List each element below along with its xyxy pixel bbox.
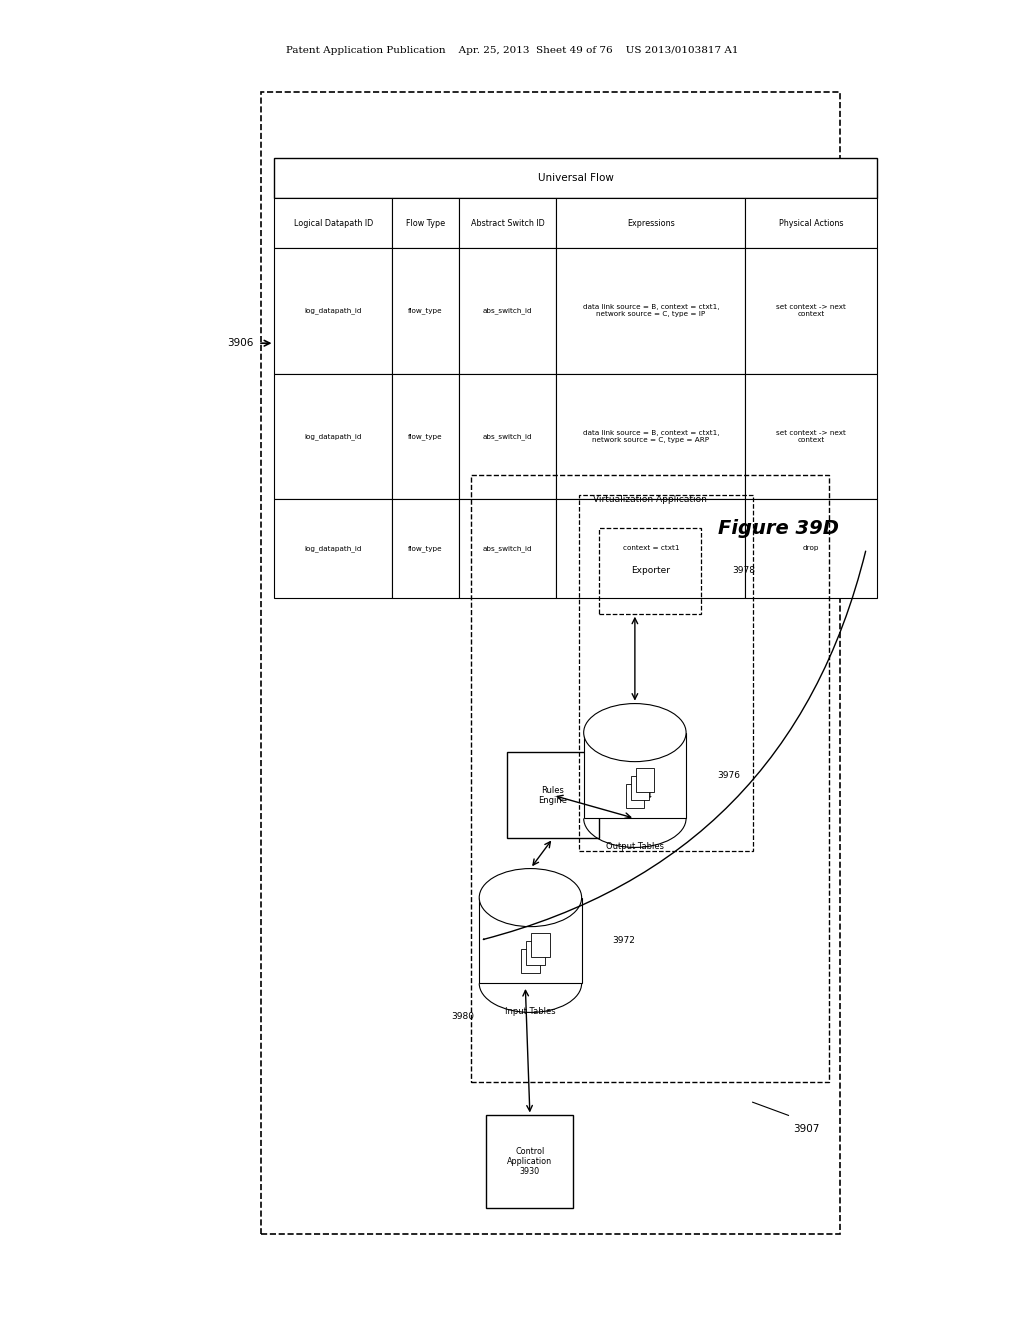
Polygon shape (274, 198, 392, 248)
Polygon shape (556, 499, 745, 598)
Text: 3972: 3972 (612, 936, 635, 945)
Text: abs_switch_id: abs_switch_id (482, 308, 532, 314)
Polygon shape (526, 941, 545, 965)
Polygon shape (459, 499, 556, 598)
Polygon shape (745, 499, 877, 598)
Text: Figure 39D: Figure 39D (718, 519, 839, 537)
Text: Patent Application Publication    Apr. 25, 2013  Sheet 49 of 76    US 2013/01038: Patent Application Publication Apr. 25, … (286, 46, 738, 55)
Text: Universal Flow: Universal Flow (538, 173, 613, 183)
Polygon shape (556, 248, 745, 374)
Text: data link source = B, context = ctxt1,
network source = C, type = ARP: data link source = B, context = ctxt1, n… (583, 430, 719, 442)
Polygon shape (745, 198, 877, 248)
Polygon shape (556, 198, 745, 248)
Ellipse shape (479, 869, 582, 927)
Text: log_datapath_id: log_datapath_id (304, 308, 362, 314)
Text: flow_type: flow_type (409, 545, 442, 552)
Text: flow_type: flow_type (409, 433, 442, 440)
Polygon shape (274, 374, 392, 499)
Text: Virtualization Application: Virtualization Application (593, 495, 708, 504)
Polygon shape (507, 752, 599, 838)
Text: 3978: 3978 (732, 566, 755, 576)
Polygon shape (556, 374, 745, 499)
Polygon shape (531, 933, 550, 957)
Polygon shape (745, 248, 877, 374)
Text: set context -> next
context: set context -> next context (776, 430, 846, 442)
Polygon shape (392, 499, 459, 598)
Text: log_datapath_id: log_datapath_id (304, 545, 362, 552)
Text: Input Tables: Input Tables (505, 1007, 556, 1016)
Polygon shape (459, 374, 556, 499)
Text: log_datapath_id: log_datapath_id (304, 433, 362, 440)
Polygon shape (521, 949, 540, 973)
Polygon shape (745, 374, 877, 499)
Polygon shape (392, 198, 459, 248)
Polygon shape (274, 248, 392, 374)
Text: data link source = B, context = ctxt1,
network source = C, type = IP: data link source = B, context = ctxt1, n… (583, 305, 719, 317)
Text: 3907: 3907 (794, 1123, 820, 1134)
Text: flow_type: flow_type (409, 308, 442, 314)
Text: Expressions: Expressions (627, 219, 675, 227)
Polygon shape (486, 1115, 573, 1208)
Polygon shape (392, 248, 459, 374)
FancyArrowPatch shape (483, 552, 865, 940)
Text: drop: drop (803, 545, 819, 552)
Ellipse shape (584, 704, 686, 762)
Text: set context -> next
context: set context -> next context (776, 305, 846, 317)
Text: abs_switch_id: abs_switch_id (482, 545, 532, 552)
Polygon shape (584, 733, 686, 818)
Text: 3974: 3974 (630, 791, 652, 800)
Polygon shape (631, 776, 649, 800)
Polygon shape (459, 248, 556, 374)
Text: context = ctxt1: context = ctxt1 (623, 545, 679, 552)
Text: Physical Actions: Physical Actions (779, 219, 843, 227)
Text: Rules
Engine: Rules Engine (539, 785, 567, 805)
Text: 3976: 3976 (717, 771, 739, 780)
Text: Flow Type: Flow Type (406, 219, 445, 227)
Polygon shape (274, 158, 877, 198)
Text: Logical Datapath ID: Logical Datapath ID (294, 219, 373, 227)
Text: Exporter: Exporter (631, 566, 670, 576)
Polygon shape (274, 499, 392, 598)
Text: Abstract Switch ID: Abstract Switch ID (470, 219, 545, 227)
Polygon shape (636, 768, 654, 792)
Text: Control
Application
3930: Control Application 3930 (507, 1147, 553, 1176)
Polygon shape (459, 198, 556, 248)
Text: 3906: 3906 (227, 338, 254, 348)
Text: abs_switch_id: abs_switch_id (482, 433, 532, 440)
Text: 3980: 3980 (452, 1012, 474, 1020)
Polygon shape (626, 784, 644, 808)
Text: Output Tables: Output Tables (606, 842, 664, 851)
Polygon shape (479, 898, 582, 983)
Polygon shape (392, 374, 459, 499)
